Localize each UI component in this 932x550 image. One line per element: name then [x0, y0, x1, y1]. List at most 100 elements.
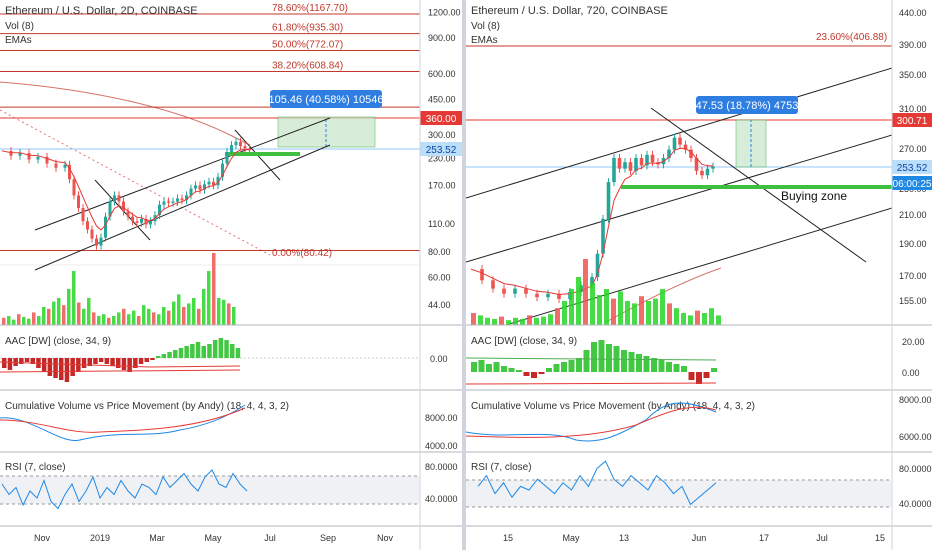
right-rsi-tick-1: 80.0000: [899, 464, 932, 474]
right-channel-mid: [466, 134, 893, 263]
right-aac-bar: [568, 360, 575, 372]
left-aac-bar: [47, 358, 53, 376]
right-volume-bar: [597, 295, 602, 325]
left-volume-bar: [22, 316, 26, 325]
left-aac-bar: [173, 350, 178, 358]
left-x-tick: Jul: [264, 533, 276, 543]
left-candle: [122, 201, 125, 212]
left-candle: [117, 195, 121, 202]
right-buying-zone-bar: [621, 185, 892, 189]
right-measure-label: 47.53 (18.78%) 4753: [696, 100, 799, 112]
left-target-tag-text: 360.00: [426, 114, 457, 125]
right-y-tick: 310.00: [899, 104, 927, 114]
right-channel-upper: [466, 67, 893, 199]
left-volume-bar: [142, 305, 146, 325]
left-candle: [18, 153, 22, 156]
right-aac-bar: [666, 362, 672, 372]
left-legend-vol: Vol (8): [5, 21, 34, 32]
right-chart-panel[interactable]: 23.60%(406.88) 47.53 (18.78%) 4753 Buyin…: [466, 0, 932, 550]
left-y-tick: 1200.00: [428, 8, 461, 18]
left-volume-bar: [62, 305, 66, 325]
right-candle: [535, 293, 539, 298]
left-aac-bar: [2, 358, 7, 368]
left-green-zone: [225, 152, 300, 156]
right-aac-bar: [561, 362, 567, 372]
left-candle: [36, 156, 40, 160]
right-volume-bar: [681, 313, 686, 325]
left-volume-bar: [137, 316, 141, 325]
left-volume-bar: [172, 301, 176, 325]
left-aac-bar: [201, 346, 206, 358]
right-candle: [601, 218, 605, 254]
right-volume-bar: [555, 308, 560, 325]
left-aac-bar: [30, 358, 35, 364]
panel-divider[interactable]: [462, 0, 466, 550]
right-volume-bar: [576, 277, 581, 325]
left-chart-svg[interactable]: 78.60%(1167.70) 61.80%(935.30) 50.00%(772.…: [0, 0, 462, 550]
right-aac-bar: [546, 368, 552, 372]
left-x-tick: 2019: [90, 533, 110, 543]
left-candle: [144, 218, 148, 225]
left-candle: [86, 221, 89, 230]
right-candle: [700, 170, 704, 176]
right-aac-bar: [591, 342, 597, 372]
right-countdown-tag: [892, 176, 932, 190]
left-volume-bar: [152, 312, 156, 325]
right-candle: [689, 149, 693, 158]
right-volume-bar: [695, 310, 700, 325]
left-candle: [239, 141, 242, 147]
right-candle: [711, 166, 715, 169]
right-rsi-title: RSI (7, close): [471, 462, 532, 473]
left-volume-bar: [42, 307, 46, 325]
right-candle: [650, 154, 655, 163]
left-volume-bar: [192, 298, 196, 325]
right-aac-bar: [658, 360, 665, 372]
right-volume-bar: [548, 314, 553, 325]
left-aac-bar: [133, 358, 138, 368]
left-aac-bar: [212, 340, 218, 358]
left-x-tick: Nov: [377, 533, 394, 543]
right-aac-bar: [531, 372, 537, 378]
left-candle: [90, 229, 94, 239]
left-aac-bar: [53, 358, 58, 378]
left-channel-lower: [34, 144, 331, 271]
left-aac-bar: [184, 346, 189, 358]
right-volume-bar: [513, 317, 518, 325]
right-chart-svg[interactable]: 23.60%(406.88) 47.53 (18.78%) 4753 Buyin…: [466, 0, 932, 550]
right-y-tick: 190.00: [899, 239, 927, 249]
left-measure-label-bg: [270, 90, 382, 108]
right-aac-bar: [621, 350, 627, 372]
left-volume-bar: [12, 319, 16, 325]
right-x-tick: 15: [875, 533, 885, 543]
right-candle: [617, 157, 622, 169]
right-y-tick: 390.00: [899, 40, 927, 50]
right-x-tick: Jul: [816, 533, 828, 543]
left-candle: [135, 221, 139, 223]
right-cvpm-tick-1: 8000.00: [899, 395, 932, 405]
left-volume-bar: [112, 316, 116, 325]
left-current-tag: [420, 142, 462, 156]
right-aac-title: AAC [DW] (close, 34, 9): [471, 336, 577, 347]
right-volume-bar: [646, 301, 651, 325]
right-candle: [502, 288, 506, 294]
right-fib-label: 23.60%(406.88): [816, 32, 887, 43]
left-rsi-tick-2: 40.0000: [425, 494, 458, 504]
right-volume-bar: [499, 316, 504, 325]
right-y-tick: 270.00: [899, 144, 927, 154]
left-candle: [108, 201, 112, 217]
left-rsi-tick-1: 80.0000: [425, 462, 458, 472]
left-chart-panel[interactable]: 78.60%(1167.70) 61.80%(935.30) 50.00%(772.…: [0, 0, 462, 550]
left-candle: [113, 195, 116, 202]
right-candle: [683, 144, 688, 150]
right-candle: [491, 280, 495, 289]
left-price-pane: 78.60%(1167.70) 61.80%(935.30) 50.00%(772.…: [0, 3, 420, 325]
right-x-tick: 13: [619, 533, 629, 543]
left-volume-bar: [217, 298, 221, 325]
right-cvpm-pane: Cumulative Volume vs Price Movement (by …: [466, 395, 932, 442]
right-y-tick: 170.00: [899, 271, 927, 281]
left-candle: [225, 152, 229, 164]
right-y-tick: 210.00: [899, 210, 927, 220]
left-cvpm-tick-1: 8000.00: [425, 413, 458, 423]
left-candle: [81, 208, 85, 222]
left-candle: [99, 237, 103, 246]
